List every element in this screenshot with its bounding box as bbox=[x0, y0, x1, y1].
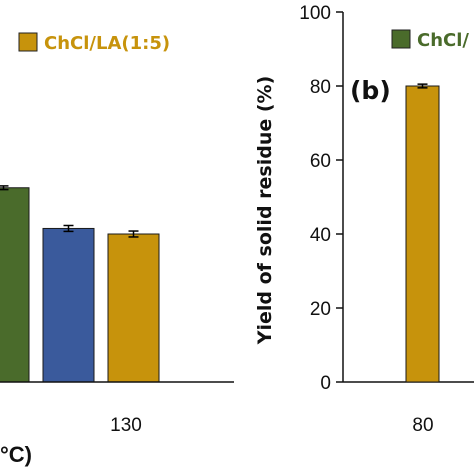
panel-b-y-axis-title: Yield of solid residue (%) bbox=[254, 76, 276, 346]
panel-b-y-tick-label-0: 0 bbox=[320, 373, 331, 394]
panel-a-legend: ChCl/LA(1:5) bbox=[18, 32, 170, 54]
legend-swatch-chcl-la bbox=[18, 32, 38, 52]
legend-label-chcl-partial: ChCl/ bbox=[417, 30, 469, 51]
panel-b-bar-gold bbox=[405, 85, 440, 383]
panel-b-y-tick-label-60: 60 bbox=[310, 151, 331, 172]
panel-a-x-tick-130: 130 bbox=[110, 415, 142, 436]
panel-b-y-tick-label-20: 20 bbox=[310, 299, 331, 320]
panel-b-y-tick-label-100: 100 bbox=[299, 3, 331, 24]
panel-a-plot bbox=[0, 185, 234, 383]
panel-b-y-tick-label-80: 80 bbox=[310, 77, 331, 98]
panel-b-y-tick-labels: 0 20 40 60 80 100 bbox=[299, 3, 331, 394]
panel-a-bar-green bbox=[0, 187, 30, 383]
legend-label-chcl-la: ChCl/LA(1:5) bbox=[44, 33, 170, 54]
panel-b-x-tick-80: 80 bbox=[412, 415, 433, 436]
panel-b-legend: ChCl/ bbox=[391, 29, 469, 51]
panel-a-bar-gold bbox=[107, 233, 160, 383]
panel-b-label: (b) bbox=[350, 76, 391, 105]
panel-a-bar-blue bbox=[42, 227, 95, 383]
panel-b-plot bbox=[336, 11, 474, 383]
legend-swatch-chcl-partial bbox=[391, 29, 411, 49]
panel-a-x-axis-label-fragment: °C) bbox=[0, 442, 32, 467]
panel-b-y-tick-label-40: 40 bbox=[310, 225, 331, 246]
